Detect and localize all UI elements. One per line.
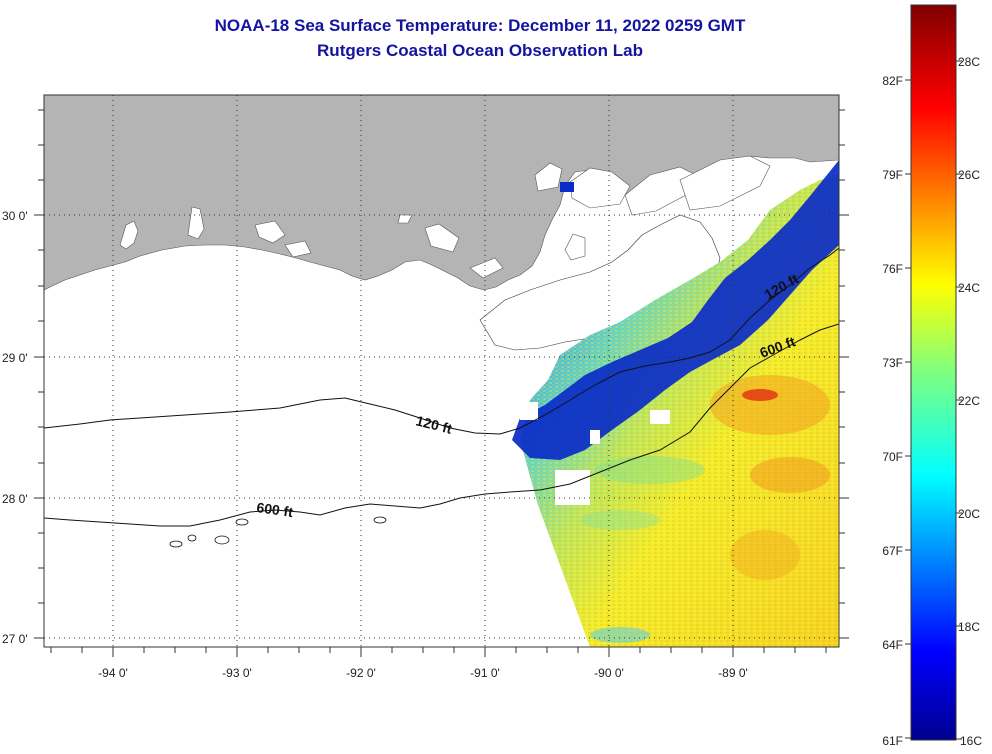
lon-label-1: -93 0': [222, 666, 252, 680]
cb-c-3: 22C: [958, 394, 980, 408]
contour-label-600ft: 600 ft: [256, 499, 295, 520]
plot-frame: [43, 94, 840, 648]
cb-c-6: 16C: [960, 734, 982, 748]
cb-f-4: 70F: [882, 450, 903, 464]
lon-label-3: -91 0': [470, 666, 500, 680]
contour-120ft: [44, 247, 839, 435]
axis-ticks: [34, 109, 849, 657]
cb-c-1: 26C: [958, 168, 980, 182]
colorbar-gradient: [910, 4, 957, 741]
cb-c-4: 20C: [958, 507, 980, 521]
map-subtitle: Rutgers Coastal Ocean Observation Lab: [317, 41, 643, 60]
cb-f-5: 67F: [882, 544, 903, 558]
cb-c-5: 18C: [958, 620, 980, 634]
cb-f-6: 64F: [882, 638, 903, 652]
contour-600ft: [44, 323, 839, 527]
colorbar: 82F 79F 76F 73F 70F 67F 64F 61F 28C 26C …: [882, 4, 982, 748]
cb-c-2: 24C: [958, 281, 980, 295]
lat-label-1: 29 0': [2, 351, 28, 365]
cb-f-2: 76F: [882, 262, 903, 276]
lon-label-5: -89 0': [718, 666, 748, 680]
lat-label-2: 28 0': [2, 492, 28, 506]
longitude-labels: -94 0' -93 0' -92 0' -91 0' -90 0' -89 0…: [98, 666, 748, 680]
graticule: [44, 95, 839, 647]
lon-label-0: -94 0': [98, 666, 128, 680]
lon-label-4: -90 0': [594, 666, 624, 680]
cb-f-3: 73F: [882, 356, 903, 370]
lat-label-0: 30 0': [2, 209, 28, 223]
lon-label-2: -92 0': [346, 666, 376, 680]
cb-f-0: 82F: [882, 74, 903, 88]
cb-c-0: 28C: [958, 55, 980, 69]
cb-f-7: 61F: [882, 734, 903, 748]
latitude-labels: 30 0' 29 0' 28 0' 27 0': [2, 209, 28, 646]
lat-label-3: 27 0': [2, 632, 28, 646]
map-title: NOAA-18 Sea Surface Temperature: Decembe…: [214, 16, 746, 35]
cb-f-1: 79F: [882, 168, 903, 182]
